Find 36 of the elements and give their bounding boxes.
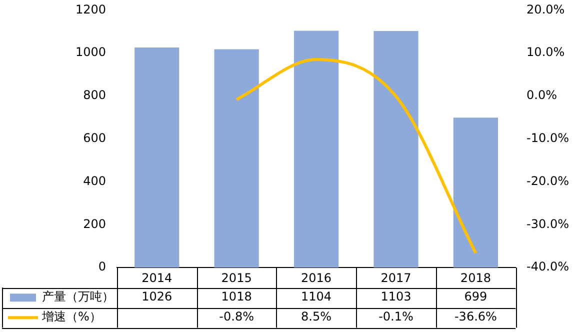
- data-label: -36.6%: [454, 310, 497, 324]
- y2-tick-label: 20.0%: [526, 2, 565, 16]
- data-label: -0.1%: [378, 310, 414, 324]
- y2-tick-label: 0.0%: [526, 88, 558, 102]
- data-label: 699: [464, 290, 488, 304]
- y-tick-label: 400: [83, 174, 106, 188]
- bar: [134, 48, 180, 268]
- y2-tick-label: -30.0%: [526, 216, 569, 231]
- y2-tick-label: -10.0%: [526, 131, 569, 146]
- y-tick-label: 1000: [75, 45, 106, 60]
- y-tick-label: 0: [98, 260, 106, 274]
- y-tick-label: 200: [83, 216, 106, 231]
- x-tick-label: 2015: [221, 270, 252, 285]
- bar: [374, 31, 418, 268]
- x-tick-label: 2017: [380, 270, 412, 285]
- data-label: 1018: [221, 290, 252, 304]
- x-tick-label: 2016: [301, 270, 332, 285]
- data-label: -0.8%: [219, 310, 254, 324]
- data-label: 1103: [380, 290, 412, 304]
- data-label: 8.5%: [301, 310, 332, 324]
- x-tick-label: 2018: [460, 270, 491, 285]
- y2-tick-label: -40.0%: [526, 260, 569, 274]
- bar: [294, 30, 339, 268]
- line-series: [235, 58, 478, 255]
- legend-label: 产量（万吨）: [42, 290, 114, 304]
- y2-tick-label: 10.0%: [526, 45, 565, 60]
- legend-label: 增速（%）: [41, 310, 102, 324]
- data-label: 1104: [301, 290, 332, 304]
- y-tick-label: 600: [83, 131, 106, 146]
- y-tick-label: 800: [83, 88, 106, 102]
- x-tick-label: 2014: [142, 270, 172, 285]
- y-tick-label: 1200: [75, 2, 106, 16]
- y2-tick-label: -20.0%: [526, 174, 569, 188]
- bar: [453, 118, 498, 268]
- bar: [214, 49, 259, 268]
- data-label: 1026: [142, 290, 172, 304]
